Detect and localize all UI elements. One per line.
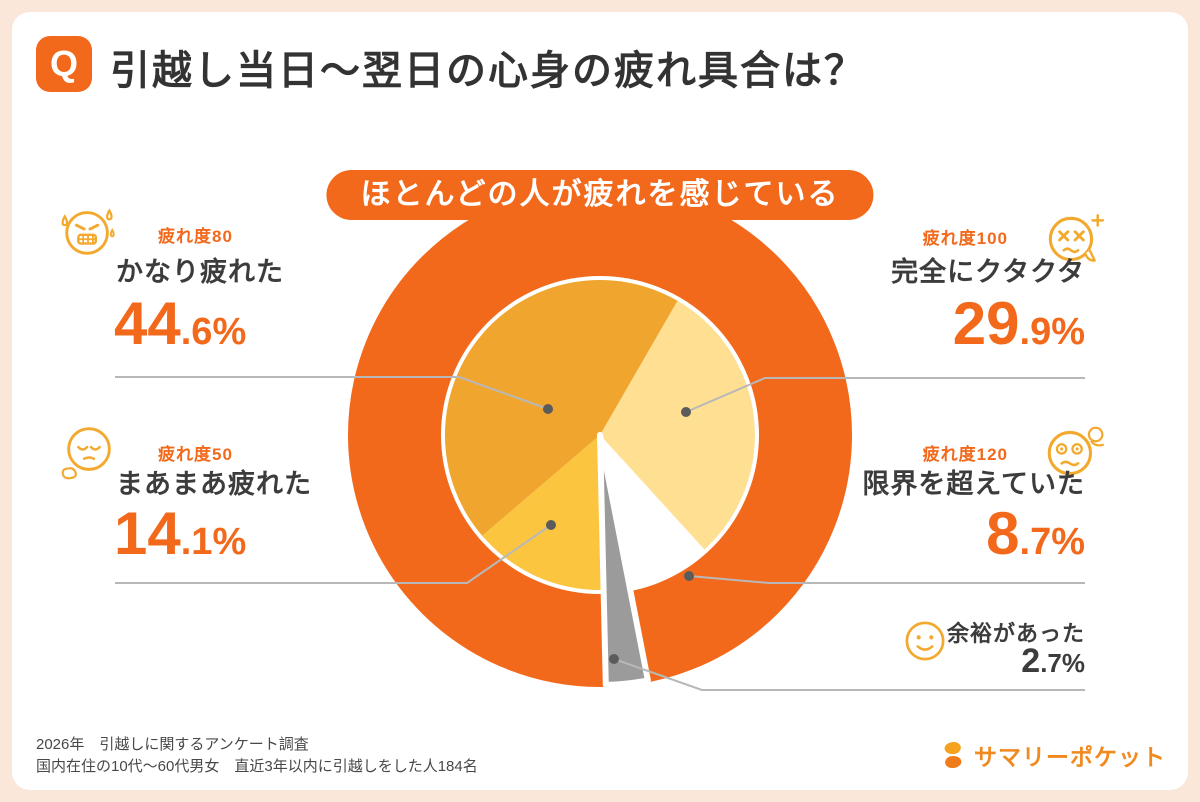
angry-sweat-emoji-icon xyxy=(58,198,120,262)
percentage-fraction: .7% xyxy=(1019,521,1085,563)
percentage-int: 2 xyxy=(1021,642,1041,680)
percentage-fraction: .1% xyxy=(180,521,247,563)
percentage-int: 8 xyxy=(986,500,1020,567)
percentage-int: 14 xyxy=(114,500,181,567)
answer-label: まあまあ疲れた xyxy=(116,469,312,499)
percentage-fraction: .7% xyxy=(1040,648,1085,678)
dizzy-emoji-icon xyxy=(1040,418,1108,484)
answer-label: 限界を超えていた xyxy=(862,469,1085,499)
percentage-int: 29 xyxy=(952,290,1020,357)
summary-pocket-logo-text: サマリーポケット xyxy=(974,744,1166,770)
weary-emoji-icon xyxy=(58,418,120,482)
smiley-emoji-icon xyxy=(896,612,954,670)
question-badge: Q xyxy=(36,36,92,92)
percentage-fraction: .9% xyxy=(1019,311,1085,353)
page-title: 引越し当日〜翌日の心身の疲れ具合は？ xyxy=(110,49,866,93)
answer-label: かなり疲れた xyxy=(116,257,284,287)
percentage-int: 44 xyxy=(114,290,181,357)
survey-note: 2026年 引越しに関するアンケート調査 国内在住の10代〜60代男女 直近3年… xyxy=(36,734,478,778)
pie-slice xyxy=(600,300,755,550)
percentage-value: 44.6% xyxy=(114,294,246,354)
dead-ghost-emoji-icon xyxy=(1040,206,1106,274)
pie-slice xyxy=(600,435,705,588)
summary-pocket-logo-icon xyxy=(944,741,962,769)
fatigue-level-label: 疲れ度100 xyxy=(922,229,1008,248)
infographic-card: Q 引越し当日〜翌日の心身の疲れ具合は？ ほとんどの人が疲れを感じている xyxy=(12,12,1188,790)
answer-label: 余裕があった xyxy=(946,621,1085,646)
survey-note-line2: 国内在住の10代〜60代男女 直近3年以内に引越しをした人184名 xyxy=(36,758,478,775)
fatigue-level-label: 疲れ度80 xyxy=(158,227,233,246)
fatigue-level-label: 疲れ度120 xyxy=(922,445,1008,464)
answer-label: 完全にクタクタ xyxy=(891,257,1085,287)
fatigue-level-label: 疲れ度50 xyxy=(158,445,233,464)
survey-note-line1: 2026年 引越しに関するアンケート調査 xyxy=(36,736,309,753)
percentage-value: 2.7% xyxy=(1021,644,1085,678)
pie-slice xyxy=(444,280,678,536)
percentage-value: 14.1% xyxy=(114,504,246,564)
percentage-value: 29.9% xyxy=(953,294,1085,354)
headline-banner: ほとんどの人が疲れを感じている xyxy=(326,170,874,220)
percentage-fraction: .6% xyxy=(180,311,247,353)
percentage-value: 8.7% xyxy=(986,504,1085,564)
fatigue-pie-chart xyxy=(348,183,852,688)
summary-pocket-logo: サマリーポケット xyxy=(938,738,1166,772)
